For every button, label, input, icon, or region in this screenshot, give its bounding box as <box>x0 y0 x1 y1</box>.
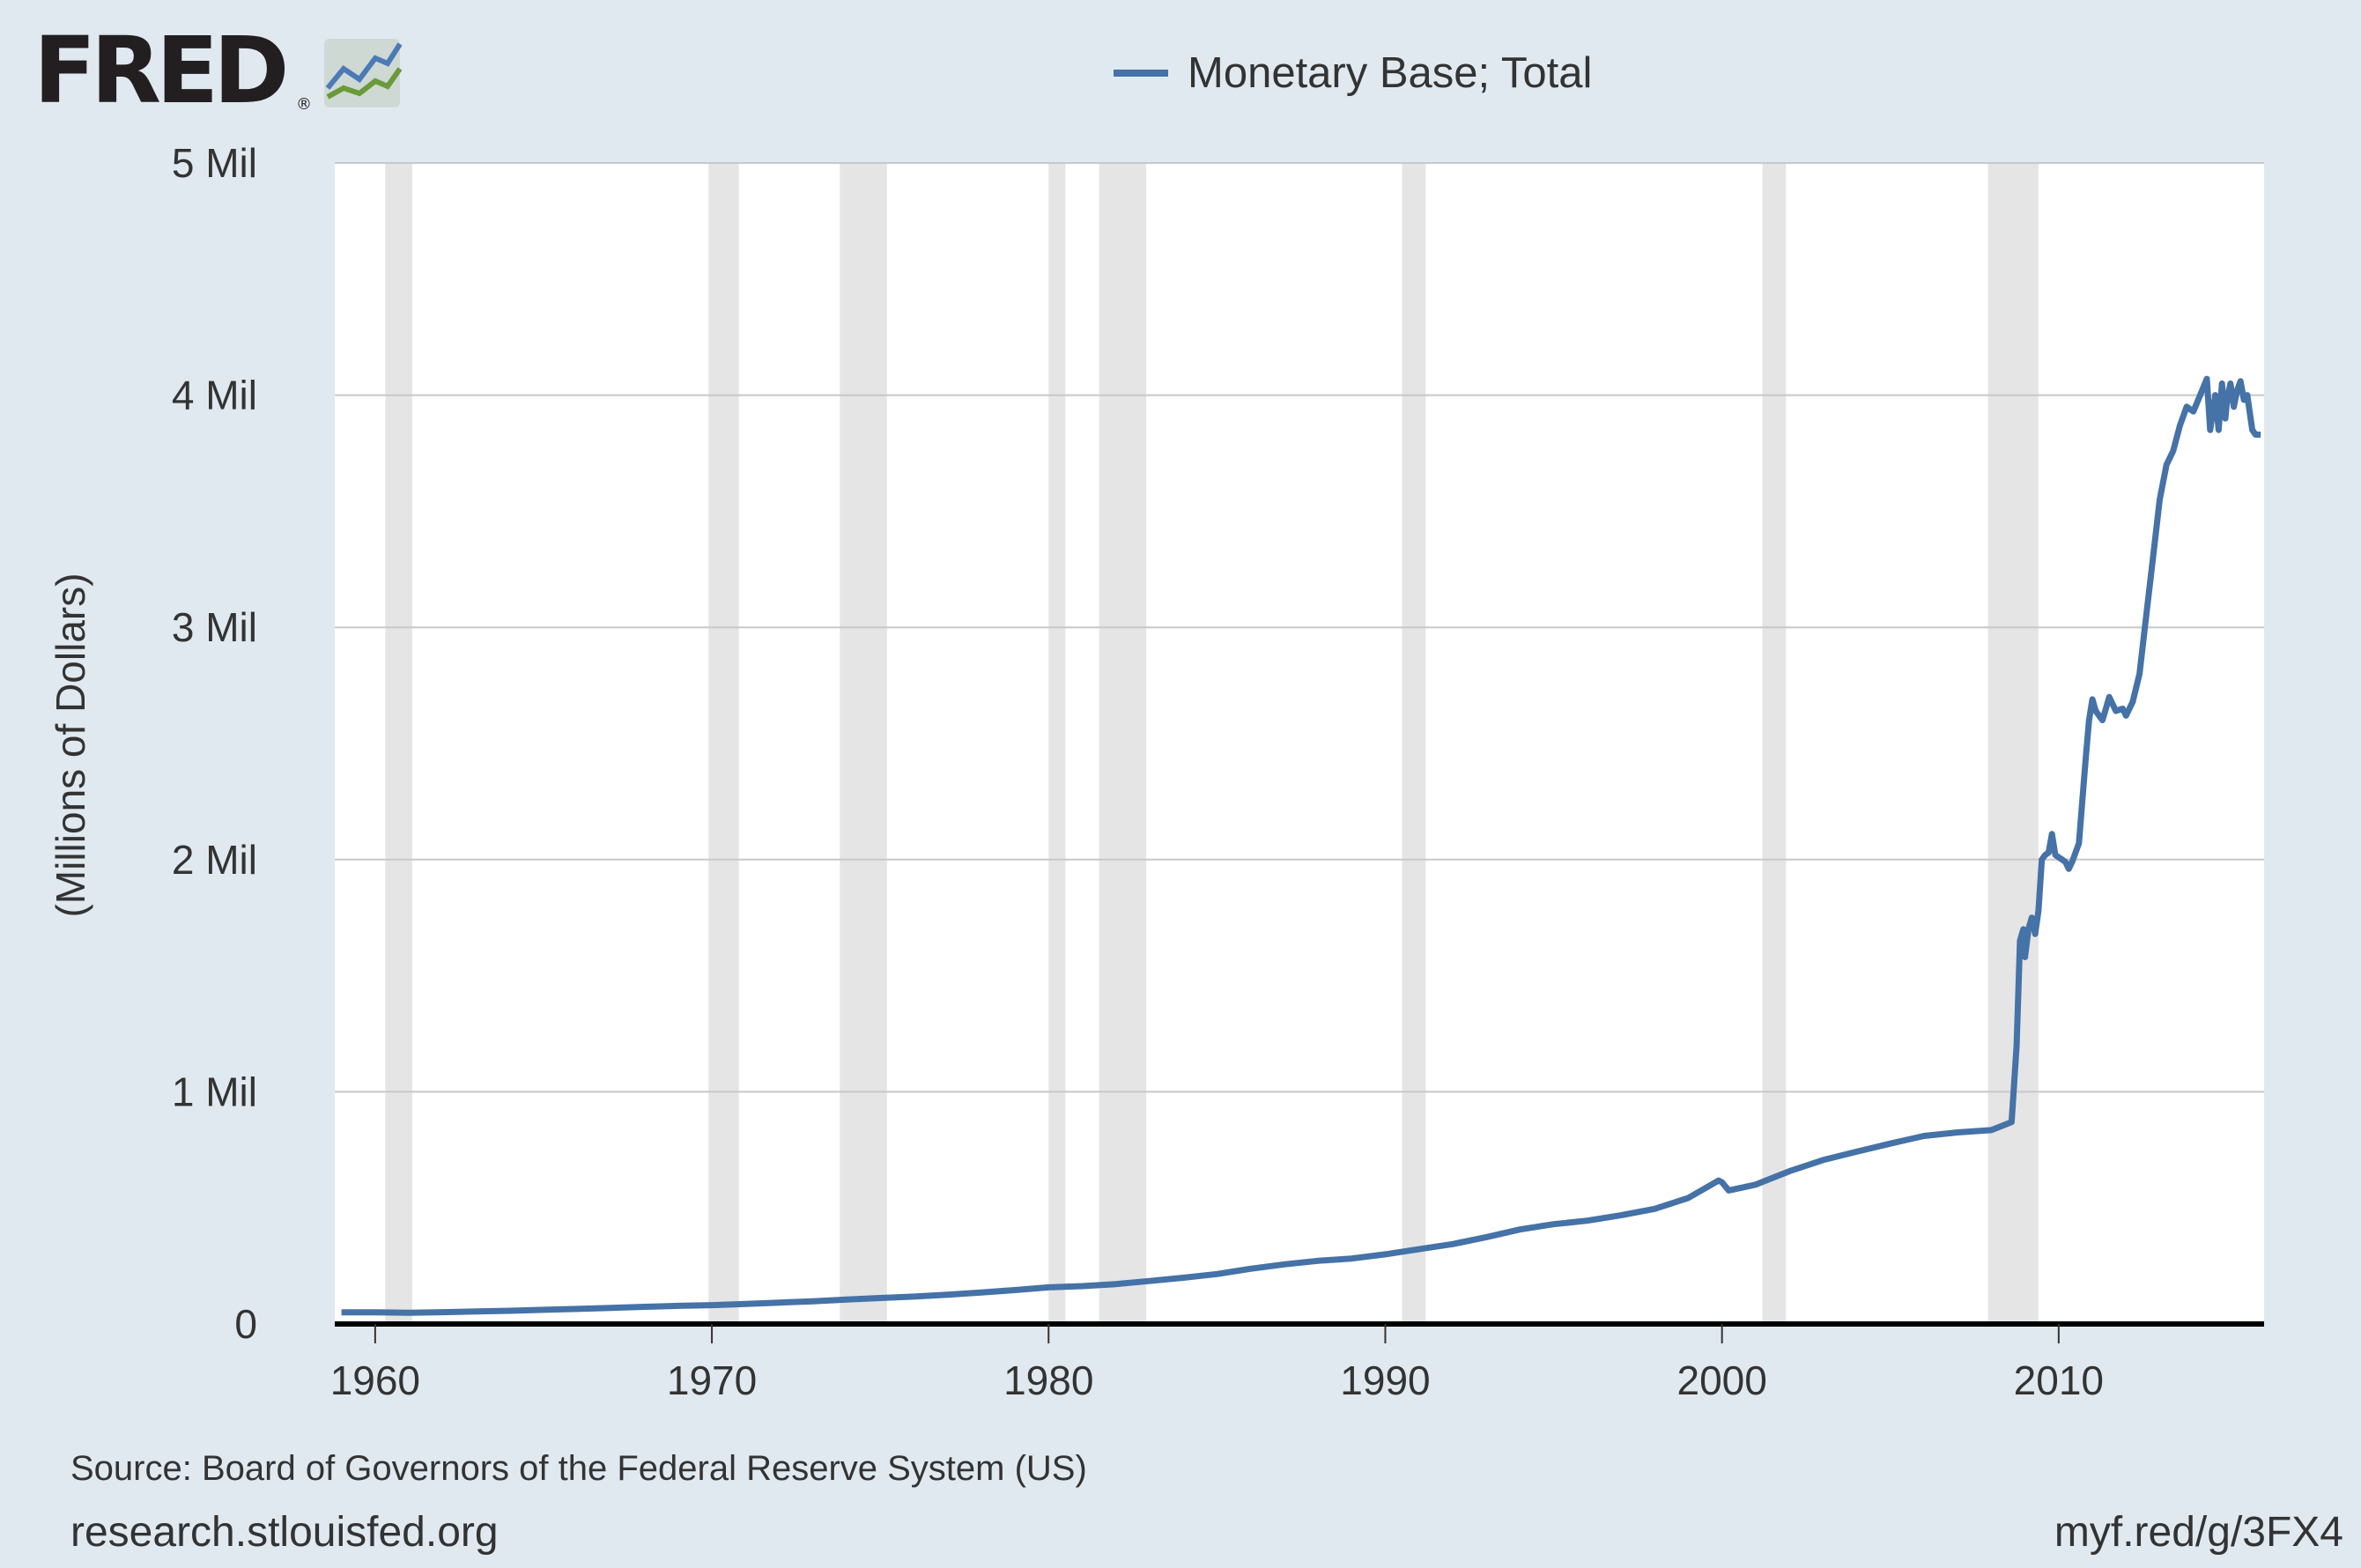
legend[interactable]: Monetary Base; Total <box>1114 49 1592 97</box>
recession-bands <box>385 163 2039 1324</box>
source-note: Source: Board of Governors of the Federa… <box>70 1449 1087 1488</box>
recession-band <box>1099 163 1147 1324</box>
legend-label: Monetary Base; Total <box>1188 49 1592 97</box>
recession-band <box>385 163 412 1324</box>
recession-band <box>1402 163 1426 1324</box>
site-link[interactable]: research.stlouisfed.org <box>70 1509 499 1556</box>
fred-chart-icon <box>324 39 403 107</box>
recession-band <box>708 163 739 1324</box>
fred-logo[interactable]: FRED ® <box>33 17 412 124</box>
x-tick-label: 2010 <box>2014 1357 2104 1403</box>
y-axis-ticks: 0 1 Mil 2 Mil 3 Mil 4 Mil 5 Mil <box>172 140 257 1347</box>
recession-band <box>840 163 887 1324</box>
x-tick-label: 1990 <box>1340 1357 1430 1403</box>
series-layer <box>341 375 2262 1316</box>
x-tick-label: 2000 <box>1676 1357 1766 1403</box>
y-tick-label: 2 Mil <box>172 837 257 883</box>
trademark-symbol: ® <box>296 95 312 114</box>
x-axis-ticks: 1960 1970 1980 1990 2000 2010 <box>330 1324 2104 1403</box>
y-axis-title: (Millions of Dollars) <box>48 573 93 917</box>
recession-band <box>1987 163 2039 1324</box>
plot-area <box>335 163 2264 1324</box>
recession-band <box>1048 163 1066 1324</box>
y-tick-label: 1 Mil <box>172 1069 257 1114</box>
series-line-monetary-base <box>341 375 2262 1316</box>
y-tick-label: 5 Mil <box>172 140 257 186</box>
recession-band <box>1762 163 1787 1324</box>
y-tick-label: 3 Mil <box>172 604 257 650</box>
fred-logo-text: FRED <box>33 26 285 115</box>
x-tick-label: 1980 <box>1003 1357 1093 1403</box>
y-tick-label: 4 Mil <box>172 373 257 418</box>
x-tick-label: 1960 <box>330 1357 420 1403</box>
x-tick-label: 1970 <box>667 1357 757 1403</box>
gridlines <box>335 162 2264 1093</box>
short-url-link[interactable]: myf.red/g/3FX4 <box>2054 1509 2343 1556</box>
y-tick-label: 0 <box>234 1301 257 1347</box>
